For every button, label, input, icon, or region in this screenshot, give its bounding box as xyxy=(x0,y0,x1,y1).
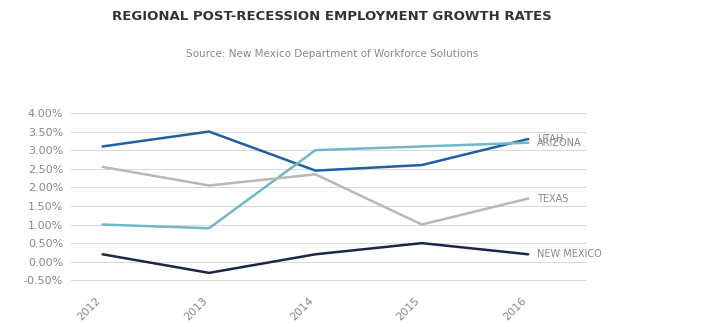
Text: REGIONAL POST-RECESSION EMPLOYMENT GROWTH RATES: REGIONAL POST-RECESSION EMPLOYMENT GROWT… xyxy=(112,10,552,23)
Text: Source: New Mexico Department of Workforce Solutions: Source: New Mexico Department of Workfor… xyxy=(186,49,479,59)
Text: TEXAS: TEXAS xyxy=(537,194,568,203)
Text: UTAH: UTAH xyxy=(537,134,563,144)
Text: ARIZONA: ARIZONA xyxy=(537,138,581,148)
Text: NEW MEXICO: NEW MEXICO xyxy=(537,249,602,259)
